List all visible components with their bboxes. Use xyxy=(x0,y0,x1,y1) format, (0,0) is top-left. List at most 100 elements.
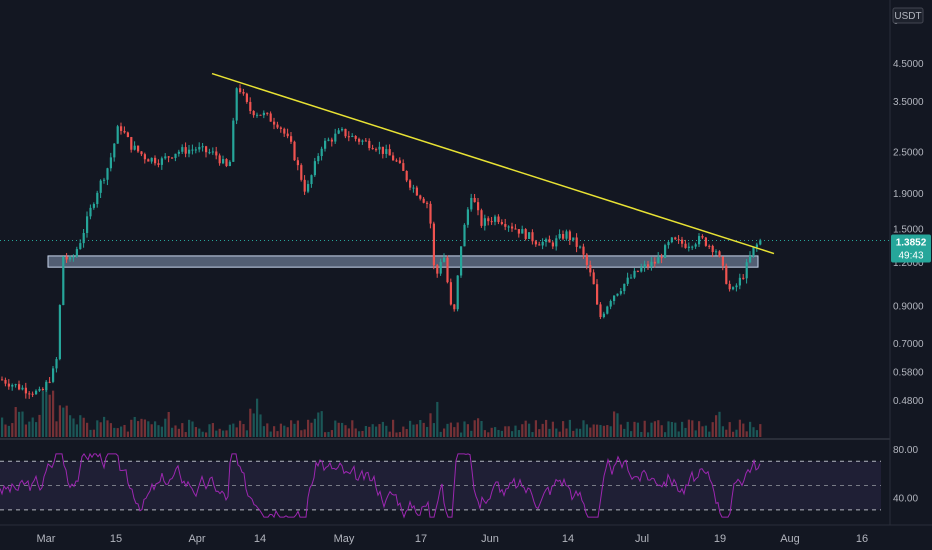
candle-body xyxy=(664,245,667,258)
candle-body xyxy=(677,239,680,241)
volume-bar xyxy=(630,431,633,437)
volume-bar xyxy=(249,408,252,437)
volume-bar xyxy=(28,421,31,437)
candle-body xyxy=(439,261,442,274)
volume-bar xyxy=(171,427,174,437)
candle-body xyxy=(215,151,218,156)
candle-body xyxy=(89,207,92,217)
volume-bar xyxy=(670,421,673,437)
volume-bar xyxy=(704,425,707,437)
time-tick-label: Jul xyxy=(635,533,649,545)
volume-bar xyxy=(256,398,259,437)
volume-bar xyxy=(276,431,279,437)
support-zone[interactable] xyxy=(47,255,759,268)
candle-body xyxy=(538,244,541,246)
volume-bar xyxy=(500,430,503,437)
volume-bar xyxy=(412,424,415,437)
candle-body xyxy=(58,305,61,360)
volume-bar xyxy=(55,421,58,437)
price-pane[interactable] xyxy=(0,72,890,437)
volume-bar xyxy=(538,429,541,437)
volume-bar xyxy=(592,424,595,437)
volume-bar xyxy=(327,431,330,437)
candle-body xyxy=(256,114,259,116)
candle-body xyxy=(528,232,531,239)
candle-body xyxy=(558,234,561,239)
volume-bar xyxy=(21,411,24,437)
volume-bar xyxy=(92,429,95,437)
candle-body xyxy=(7,383,10,387)
volume-bar xyxy=(82,417,85,437)
candle-body xyxy=(324,140,327,149)
candle-body xyxy=(262,112,265,116)
volume-bar xyxy=(650,422,653,437)
candle-body xyxy=(273,121,276,125)
candle-body xyxy=(327,139,330,141)
volume-bar xyxy=(494,427,497,437)
volume-bar xyxy=(31,417,34,437)
candle-body xyxy=(606,306,609,314)
time-axis-background xyxy=(0,525,932,550)
candle-body xyxy=(1,379,4,381)
volume-bar xyxy=(504,426,507,437)
candle-body xyxy=(681,239,684,244)
candle-body xyxy=(184,147,187,154)
candle-body xyxy=(113,143,116,158)
volume-bar xyxy=(409,420,412,437)
volume-bar xyxy=(446,423,449,437)
candle-body xyxy=(103,179,106,181)
volume-bar xyxy=(96,420,99,437)
countdown-label: 49:43 xyxy=(898,250,923,261)
candle-body xyxy=(388,149,391,156)
candle-body xyxy=(619,291,622,294)
volume-bar xyxy=(225,430,228,437)
candle-body xyxy=(715,251,718,253)
volume-bar xyxy=(191,421,194,437)
candle-body xyxy=(565,231,568,239)
candle-body xyxy=(279,127,282,129)
volume-bar xyxy=(392,419,395,437)
volume-bar xyxy=(684,427,687,437)
volume-bar xyxy=(395,432,398,437)
volume-bar xyxy=(381,421,384,437)
candle-body xyxy=(286,133,289,137)
time-axis[interactable]: Mar 15 Apr 14 May 17 Jun 14 Jul 19 Aug 16 xyxy=(0,524,932,550)
candle-body xyxy=(517,229,520,234)
candle-body xyxy=(232,120,235,162)
volume-bar xyxy=(463,421,466,437)
candle-body xyxy=(613,295,616,301)
currency-badge[interactable]: USDT xyxy=(892,7,924,24)
rsi-pane[interactable] xyxy=(0,452,881,519)
volume-bar xyxy=(72,418,75,437)
candle-body xyxy=(181,147,184,152)
candle-body xyxy=(691,246,694,248)
volume-bar xyxy=(194,427,197,437)
volume-bar xyxy=(184,432,187,437)
volume-bar xyxy=(483,430,486,437)
volume-bar xyxy=(555,428,558,437)
volume-bar xyxy=(636,422,639,437)
price-axis[interactable]: 64.50003.50002.50001.90001.50001.20000.9… xyxy=(889,0,932,525)
candle-body xyxy=(239,88,242,93)
volume-bar xyxy=(290,420,293,437)
volume-bar xyxy=(235,427,238,437)
volume-bar xyxy=(239,420,242,437)
trendline[interactable] xyxy=(211,72,775,255)
volume-bar xyxy=(52,390,55,437)
volume-bar xyxy=(188,419,191,437)
volume-bar xyxy=(674,422,677,437)
candle-body xyxy=(633,270,636,278)
volume-bar xyxy=(201,431,204,437)
volume-bar xyxy=(123,424,126,437)
candle-body xyxy=(347,136,350,138)
candle-body xyxy=(82,232,85,244)
candle-body xyxy=(392,155,395,161)
volume-bar xyxy=(273,426,276,437)
volume-bar xyxy=(99,422,102,437)
candle-body xyxy=(589,264,592,273)
candle-body xyxy=(504,224,507,227)
candle-body xyxy=(317,156,320,162)
candle-body xyxy=(109,157,112,169)
candle-body xyxy=(242,92,245,94)
